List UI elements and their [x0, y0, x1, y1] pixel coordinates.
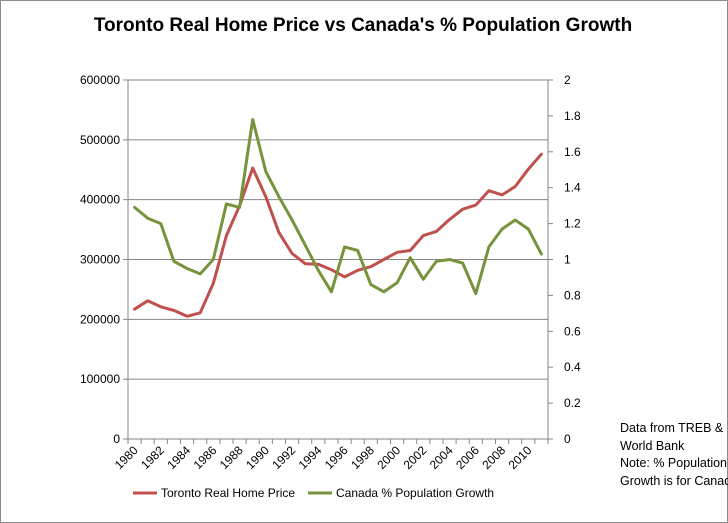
gridlines [128, 79, 548, 380]
x-tick-label: 2008 [479, 443, 508, 472]
y-right-tick-label: 0.4 [564, 360, 581, 374]
series-line-population-growth [133, 118, 543, 296]
series-lines [133, 118, 543, 318]
x-tick-label: 2002 [401, 443, 430, 472]
axes: 0 100000 200000 300000 400000 500000 600000 0 0.… [80, 73, 581, 472]
x-tick-label: 1982 [138, 443, 167, 472]
y-left-tick-label: 300000 [80, 253, 120, 267]
x-tick-label: 1988 [217, 443, 246, 472]
x-tick-label: 2000 [374, 443, 403, 472]
y-right-tick-label: 1.4 [564, 181, 581, 195]
note-line: Note: % Population [620, 456, 728, 470]
x-tick-label: 1998 [348, 443, 377, 472]
x-tick-label: 1990 [243, 443, 272, 472]
y-right-tick-label: 2 [564, 73, 571, 87]
legend: Toronto Real Home Price Canada % Populati… [133, 486, 494, 500]
legend-label: Canada % Population Growth [336, 486, 494, 500]
note-line: Growth is for Canada [620, 473, 728, 488]
series-line-home-price [133, 152, 543, 318]
x-tick-label: 1980 [112, 443, 141, 472]
y-right-tick-label: 1.8 [564, 109, 581, 123]
y-right-tick-label: 0.8 [564, 288, 581, 302]
x-tick-label: 1996 [322, 443, 351, 472]
x-tick-label: 1984 [164, 443, 193, 472]
y-left-tick-label: 0 [113, 432, 120, 446]
source-note: Data from TREB & World Bank Note: % Popu… [620, 420, 728, 490]
y-right-tick-label: 0 [564, 432, 571, 446]
y-left-tick-label: 100000 [80, 372, 120, 386]
x-tick-label: 1994 [296, 443, 325, 472]
y-left-tick-label: 400000 [80, 193, 120, 207]
y-left-tick-label: 200000 [80, 312, 120, 326]
note-line: World Bank [620, 438, 685, 453]
y-right-tick-label: 1.2 [564, 217, 581, 231]
y-right-tick-label: 1.6 [564, 145, 581, 159]
note-line: Data from TREB & [620, 421, 724, 435]
y-left-tick-label: 600000 [80, 73, 120, 87]
legend-label: Toronto Real Home Price [161, 486, 295, 500]
x-tick-label: 1986 [191, 443, 220, 472]
x-tick-label: 2010 [506, 443, 535, 472]
y-right-tick-label: 0.2 [564, 396, 581, 410]
x-tick-label: 2004 [427, 443, 456, 472]
y-right-tick-label: 0.6 [564, 324, 581, 338]
x-tick-label: 1992 [269, 443, 298, 472]
x-tick-label: 2006 [453, 443, 482, 472]
y-right-tick-label: 1 [564, 253, 571, 267]
y-left-tick-label: 500000 [80, 133, 120, 147]
chart-title: Toronto Real Home Price vs Canada's % Po… [94, 15, 632, 36]
